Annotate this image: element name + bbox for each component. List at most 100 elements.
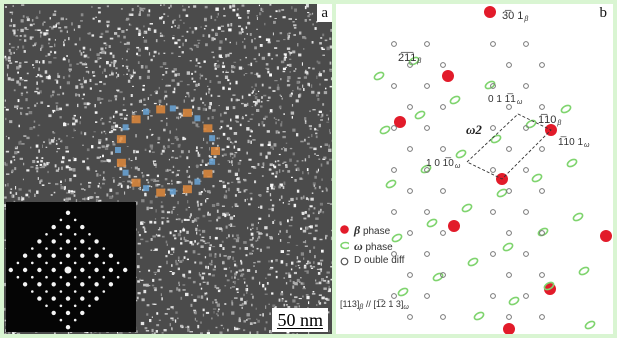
noise-speck bbox=[55, 102, 59, 105]
noise-speck bbox=[204, 256, 207, 259]
particle-marker-blue bbox=[209, 158, 216, 165]
noise-speck bbox=[293, 70, 296, 72]
noise-speck bbox=[238, 317, 241, 321]
noise-speck bbox=[239, 123, 242, 127]
noise-speck bbox=[60, 17, 64, 21]
noise-speck bbox=[288, 274, 292, 278]
noise-speck bbox=[211, 317, 213, 320]
noise-speck bbox=[249, 129, 252, 132]
noise-speck bbox=[16, 66, 19, 70]
noise-speck bbox=[246, 10, 250, 12]
noise-speck bbox=[29, 36, 33, 40]
noise-speck bbox=[231, 251, 235, 253]
noise-speck bbox=[90, 332, 92, 334]
noise-speck bbox=[212, 268, 216, 271]
noise-speck bbox=[216, 303, 220, 307]
noise-speck bbox=[283, 113, 285, 115]
noise-speck bbox=[154, 248, 158, 251]
noise-speck bbox=[158, 99, 162, 103]
noise-speck bbox=[123, 97, 125, 101]
diffraction-pattern-inset bbox=[6, 202, 136, 332]
noise-speck bbox=[202, 313, 205, 317]
noise-speck bbox=[81, 63, 85, 66]
noise-speck bbox=[217, 81, 221, 84]
noise-speck bbox=[65, 165, 69, 169]
noise-speck bbox=[322, 70, 325, 73]
noise-speck bbox=[206, 242, 210, 244]
noise-speck bbox=[226, 124, 230, 128]
noise-speck bbox=[243, 179, 247, 182]
noise-speck bbox=[125, 29, 128, 31]
noise-speck bbox=[18, 188, 22, 191]
noise-speck bbox=[153, 161, 155, 165]
noise-speck bbox=[225, 106, 229, 110]
noise-speck bbox=[166, 117, 168, 120]
double-diffraction-spot bbox=[391, 125, 397, 131]
noise-speck bbox=[251, 250, 254, 252]
noise-speck bbox=[271, 172, 275, 175]
noise-speck bbox=[274, 175, 278, 178]
noise-speck bbox=[246, 284, 248, 287]
noise-speck bbox=[245, 56, 247, 59]
open-circle-icon bbox=[340, 257, 349, 266]
noise-speck bbox=[232, 106, 236, 110]
noise-speck bbox=[229, 41, 231, 44]
noise-speck bbox=[260, 205, 263, 209]
noise-speck bbox=[222, 71, 224, 73]
noise-speck bbox=[194, 311, 197, 315]
noise-speck bbox=[288, 63, 292, 67]
particle-marker-orange bbox=[182, 185, 192, 194]
noise-speck bbox=[275, 10, 278, 13]
omega-reflection-ellipse bbox=[432, 272, 444, 282]
noise-speck bbox=[237, 148, 241, 151]
noise-speck bbox=[57, 75, 61, 78]
noise-speck bbox=[188, 94, 190, 98]
noise-speck bbox=[55, 24, 57, 28]
noise-speck bbox=[119, 167, 123, 171]
noise-speck bbox=[301, 62, 303, 66]
noise-speck bbox=[174, 41, 178, 45]
noise-speck bbox=[166, 217, 169, 219]
noise-speck bbox=[318, 294, 322, 296]
noise-speck bbox=[127, 79, 131, 83]
diffraction-spot bbox=[80, 224, 85, 230]
noise-speck bbox=[79, 121, 81, 125]
noise-speck bbox=[235, 80, 238, 85]
noise-speck bbox=[329, 69, 332, 72]
noise-speck bbox=[137, 231, 140, 234]
noise-speck bbox=[273, 117, 276, 119]
noise-speck bbox=[60, 160, 65, 164]
noise-speck bbox=[117, 184, 120, 186]
noise-speck bbox=[265, 321, 268, 324]
diffraction-spot bbox=[88, 261, 91, 265]
diffraction-spot bbox=[51, 296, 56, 301]
noise-speck bbox=[63, 198, 66, 201]
double-diffraction-spot bbox=[490, 167, 496, 173]
noise-speck bbox=[289, 279, 292, 282]
noise-speck bbox=[248, 158, 252, 161]
noise-speck bbox=[153, 178, 156, 183]
noise-speck bbox=[232, 225, 236, 227]
noise-speck bbox=[308, 208, 311, 211]
noise-speck bbox=[302, 295, 304, 298]
noise-speck bbox=[286, 253, 290, 256]
noise-speck bbox=[204, 242, 207, 244]
noise-speck bbox=[142, 7, 146, 10]
noise-speck bbox=[145, 330, 150, 332]
noise-speck bbox=[260, 7, 262, 12]
noise-speck bbox=[232, 94, 236, 96]
noise-speck bbox=[308, 198, 310, 201]
noise-speck bbox=[213, 63, 217, 67]
noise-speck bbox=[317, 262, 321, 265]
noise-speck bbox=[328, 285, 330, 289]
noise-speck bbox=[241, 95, 244, 99]
noise-speck bbox=[109, 116, 112, 120]
reciprocal-lattice-diagram bbox=[373, 6, 612, 334]
noise-speck bbox=[60, 180, 62, 183]
noise-speck bbox=[204, 104, 206, 106]
noise-speck bbox=[33, 120, 36, 123]
noise-speck bbox=[140, 8, 143, 11]
noise-speck bbox=[61, 166, 63, 170]
noise-speck bbox=[205, 92, 207, 96]
noise-speck bbox=[195, 64, 198, 67]
